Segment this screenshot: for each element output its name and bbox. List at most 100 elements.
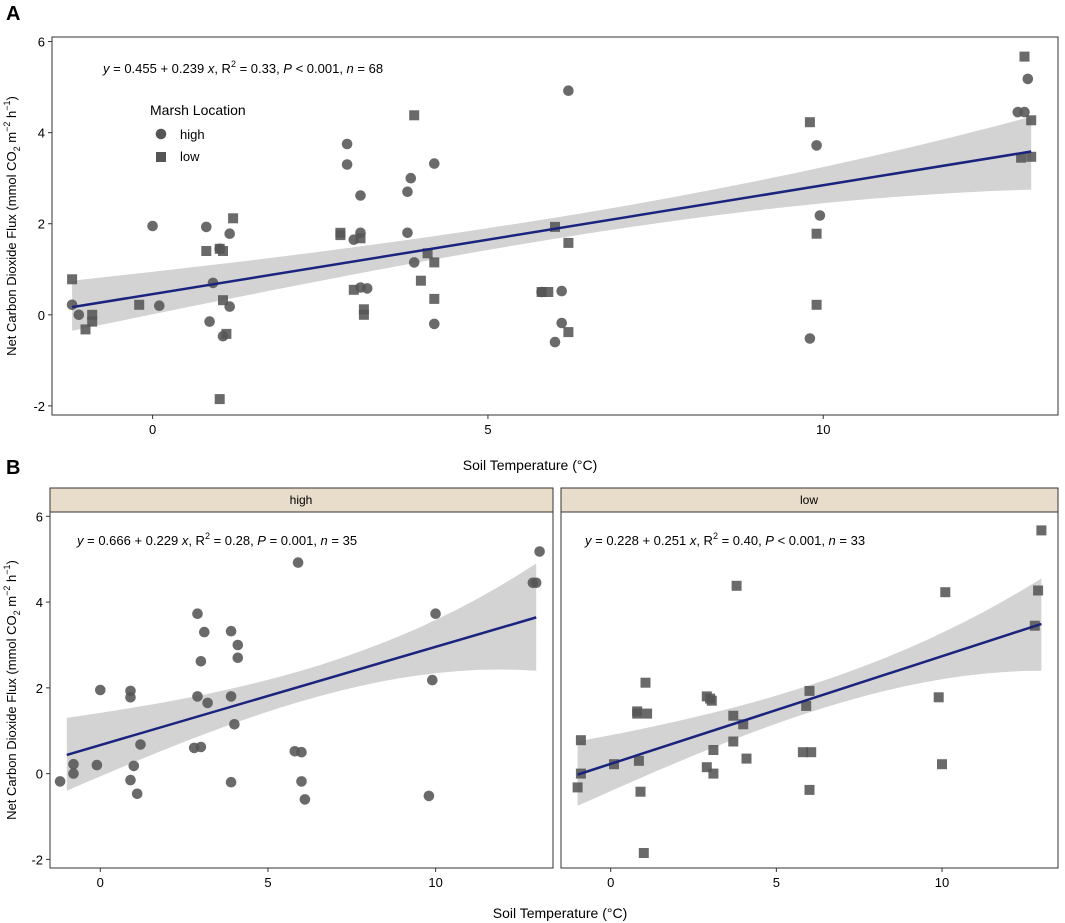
a-ylab-sub2: 2: [12, 146, 22, 151]
b-low-strip: [560, 487, 1059, 513]
a-point-low-4: [134, 299, 145, 310]
bl-point-low-10: [642, 708, 653, 719]
bh-eq-r2-exp: 2: [205, 531, 210, 541]
bh-y-tick-label-0: -2: [31, 852, 43, 867]
a-point-low-20: [422, 248, 433, 259]
a-point-high-17: [361, 283, 373, 294]
a-point-high-23: [429, 318, 440, 330]
a-point-high-33: [1019, 106, 1030, 118]
a-point-low-23: [536, 287, 547, 297]
a-point-low-0: [67, 274, 78, 285]
a-eq-r2-label: , R: [214, 61, 231, 76]
a-point-low-18: [409, 110, 420, 121]
a-point-low-19: [415, 275, 426, 286]
bl-eq-body: = 0.228 + 0.251: [592, 533, 690, 548]
bh-point-high-26: [296, 746, 307, 758]
bh-ylab-h: h: [4, 575, 19, 586]
a-point-low-1: [80, 324, 91, 335]
a-x-tick-label-1: 5: [484, 422, 491, 437]
a-legend-high-marker: [155, 128, 167, 140]
bl-point-low-28: [937, 759, 947, 770]
bh-point-high-14: [195, 656, 207, 667]
bh-point-high-17: [202, 697, 213, 709]
bl-point-low-14: [706, 695, 717, 706]
bh-point-high-13: [192, 691, 203, 702]
a-point-low-27: [563, 327, 574, 338]
a-point-low-8: [218, 246, 228, 256]
bh-point-high-20: [225, 776, 237, 788]
bl-eq-n: n: [829, 533, 836, 548]
bh-point-high-4: [95, 684, 106, 696]
bl-x-tick-label-1: 5: [773, 875, 780, 890]
bl-point-low-25: [804, 784, 815, 795]
bl-point-low-5: [632, 708, 643, 719]
bh-point-high-27: [296, 776, 307, 787]
a-legend-high-label: high: [180, 127, 205, 142]
a-point-low-7: [218, 295, 228, 306]
a-point-low-29: [811, 228, 822, 239]
bl-eq-r2-exp: 2: [713, 531, 718, 541]
a-eq-n: n: [347, 61, 354, 76]
a-point-high-11: [341, 138, 353, 150]
b-low-strip-label: low: [800, 493, 818, 507]
bl-x-tick-label-0: 0: [607, 875, 614, 890]
a-fit-line: [71, 150, 1032, 309]
bh-eq-body: = 0.666 + 0.229: [84, 533, 182, 548]
bl-point-low-17: [728, 710, 739, 721]
bh-eq-n-value: = 35: [328, 533, 357, 548]
a-ylab-h: h: [4, 111, 19, 122]
bh-eq-x: x: [181, 533, 189, 548]
a-point-high-30: [811, 140, 822, 151]
bh-eq-p: P: [257, 533, 266, 548]
a-point-low-28: [804, 117, 815, 128]
bl-point-low-21: [741, 753, 752, 764]
bh-point-high-30: [427, 674, 438, 686]
a-point-high-19: [402, 227, 413, 239]
bl-point-low-32: [1036, 525, 1047, 536]
a-eq-p-value: < 0.001,: [292, 61, 347, 76]
bh-ylab-main: Net Carbon Dioxide Flux (mmol CO: [4, 615, 19, 819]
bl-point-low-19: [731, 580, 742, 591]
a-point-high-6: [204, 316, 215, 327]
bh-x-tick-label-0: 0: [97, 875, 104, 890]
a-point-high-27: [556, 317, 567, 329]
bh-y-tick-label-4: 6: [36, 509, 43, 524]
a-point-low-16: [358, 304, 369, 315]
bh-point-high-1: [68, 758, 79, 770]
bh-point-high-23: [232, 652, 244, 664]
bh-point-high-16: [199, 626, 210, 638]
a-point-high-18: [402, 186, 413, 198]
a-point-low-26: [563, 237, 574, 248]
a-point-low-5: [201, 246, 212, 256]
bl-eq-p: P: [765, 533, 774, 548]
bl-panel-border: [560, 511, 1059, 869]
bh-point-high-0: [54, 776, 66, 787]
a-point-low-15: [355, 233, 366, 244]
bh-point-high-18: [225, 625, 237, 637]
a-point-low-21: [429, 257, 440, 268]
a-legend-title: Marsh Location: [150, 102, 246, 118]
bl-point-low-16: [708, 768, 719, 779]
panel-b-label: B: [6, 457, 20, 479]
a-point-high-3: [154, 300, 165, 312]
panel-a-x-axis-label: Soil Temperature (°C): [463, 457, 598, 473]
bh-point-high-3: [91, 759, 103, 771]
bl-point-low-24: [804, 685, 815, 696]
bh-confidence-band: [66, 563, 537, 791]
a-point-high-0: [66, 299, 78, 311]
bl-point-low-23: [801, 700, 812, 711]
bh-eq-n: n: [321, 533, 328, 548]
bl-point-low-20: [738, 719, 749, 730]
a-point-high-25: [549, 336, 561, 348]
bh-y-tick-label-1: 0: [36, 767, 43, 782]
a-y-tick-label-4: 6: [38, 35, 45, 50]
a-equation: y = 0.455 + 0.239 x, R2 = 0.33, P < 0.00…: [102, 59, 383, 76]
bh-point-high-22: [232, 639, 244, 651]
bh-point-high-6: [125, 692, 136, 703]
bh-point-high-15: [195, 741, 207, 753]
bh-y-tick-label-2: 2: [36, 681, 43, 696]
a-point-low-14: [348, 284, 359, 295]
bh-point-high-8: [128, 760, 140, 772]
